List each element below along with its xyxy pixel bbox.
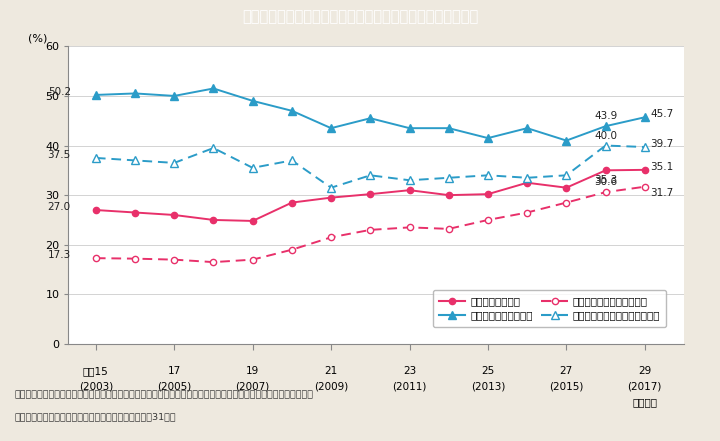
Text: 45.7: 45.7: [650, 109, 674, 119]
Text: Ｉ－１－７図　地方公務員採用者に占める女性の割合の推移: Ｉ－１－７図 地方公務員採用者に占める女性の割合の推移: [242, 9, 478, 24]
Text: 29: 29: [638, 366, 652, 376]
Text: ２．採用期間は，各年４月１日から翌年３月31日。: ２．採用期間は，各年４月１日から翌年３月31日。: [14, 412, 176, 421]
Text: (%): (%): [28, 34, 48, 43]
Text: 43.9: 43.9: [594, 111, 617, 121]
Text: (2005): (2005): [157, 381, 192, 391]
Text: 19: 19: [246, 366, 259, 376]
Text: (2013): (2013): [471, 381, 505, 391]
Text: 40.0: 40.0: [594, 131, 617, 141]
Text: (2009): (2009): [314, 381, 348, 391]
Text: (2011): (2011): [392, 381, 427, 391]
Text: 平成15: 平成15: [83, 366, 109, 376]
Text: 30.6: 30.6: [594, 177, 617, 187]
Text: 50.2: 50.2: [48, 87, 71, 97]
Legend: 都道府県（全体）, 政令指定都市（全体）, 都道府県（大学卒業程度）, 政令指定都市（大学卒業程度）: 都道府県（全体）, 政令指定都市（全体）, 都道府県（大学卒業程度）, 政令指定…: [433, 290, 667, 327]
Text: （年度）: （年度）: [632, 398, 657, 407]
Text: (2003): (2003): [78, 381, 113, 391]
Text: 17: 17: [168, 366, 181, 376]
Text: 35.1: 35.1: [650, 162, 674, 172]
Text: 27: 27: [559, 366, 573, 376]
Text: 25: 25: [482, 366, 495, 376]
Text: 27.0: 27.0: [48, 202, 71, 212]
Text: 37.5: 37.5: [48, 150, 71, 160]
Text: （備考）１．内閣府「地方公共団体における男女共同参画社会の形成又は女性に関する施策の推進状況」より作成。: （備考）１．内閣府「地方公共団体における男女共同参画社会の形成又は女性に関する施…: [14, 390, 313, 399]
Text: (2017): (2017): [628, 381, 662, 391]
Text: (2007): (2007): [235, 381, 270, 391]
Text: 23: 23: [403, 366, 416, 376]
Text: 35.3: 35.3: [594, 175, 617, 185]
Text: 17.3: 17.3: [48, 250, 71, 260]
Text: 39.7: 39.7: [650, 139, 674, 149]
Text: 21: 21: [325, 366, 338, 376]
Text: (2015): (2015): [549, 381, 583, 391]
Text: 31.7: 31.7: [650, 188, 674, 198]
